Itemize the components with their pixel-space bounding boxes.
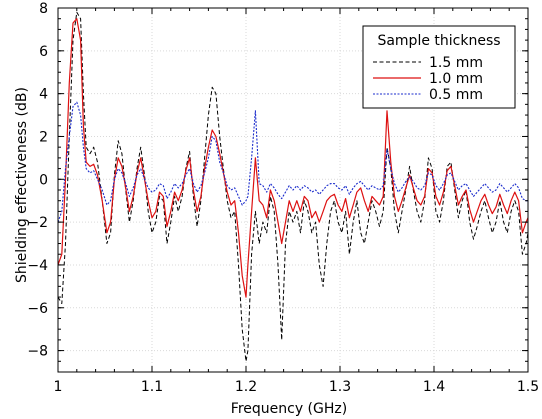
y-tick-label: −2 (27, 215, 48, 231)
x-tick-label: 1.5 (517, 379, 539, 395)
y-tick-label: −8 (27, 344, 48, 360)
series-line-0-5-mm (58, 101, 528, 223)
legend-title: Sample thickness (377, 33, 500, 49)
y-tick-label: 2 (39, 129, 48, 145)
legend-entry-label: 0.5 mm (429, 87, 483, 103)
legend: Sample thickness 1.5 mm1.0 mm0.5 mm (362, 25, 516, 109)
legend-entry-label: 1.0 mm (429, 71, 483, 87)
x-axis-label: Frequency (GHz) (231, 401, 347, 417)
y-tick-label: 8 (39, 1, 48, 17)
series-line-1-5-mm (58, 11, 528, 362)
series-line-1-0-mm (58, 18, 528, 298)
legend-entry-label: 1.5 mm (429, 55, 483, 71)
series-layer (58, 11, 528, 362)
x-tick-label: 1.1 (141, 379, 163, 395)
y-tick-label: −6 (27, 301, 48, 317)
x-tick-label: 1.2 (235, 379, 257, 395)
y-tick-label: 0 (39, 172, 48, 188)
y-tick-label: 6 (39, 44, 48, 60)
x-tick-label: 1.3 (329, 379, 351, 395)
y-tick-label: 4 (39, 87, 48, 103)
x-tick-label: 1.4 (423, 379, 445, 395)
x-tick-label: 1 (54, 379, 63, 395)
axis-ticks (57, 7, 529, 373)
tick-labels: 1 1.1 1.2 1.3 1.4 1.5 −8 −6 −4 −2 0 2 4 6 8 (27, 1, 539, 395)
y-tick-label: −4 (27, 258, 48, 274)
y-axis-label: Shielding effectiveness (dB) (14, 87, 30, 283)
